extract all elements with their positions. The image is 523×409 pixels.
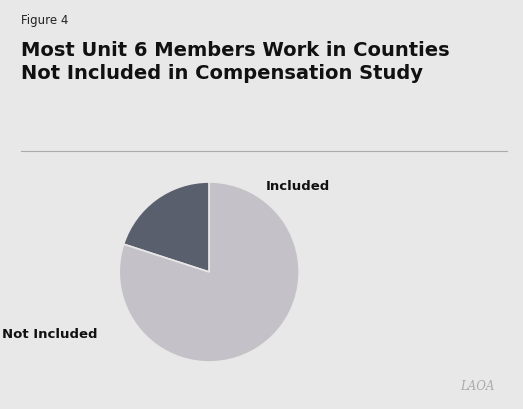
Text: Included: Included — [266, 180, 329, 193]
Text: LAOA: LAOA — [460, 380, 494, 393]
Text: Most Unit 6 Members Work in Counties
Not Included in Compensation Study: Most Unit 6 Members Work in Counties Not… — [21, 41, 450, 83]
Text: Not Included: Not Included — [2, 328, 98, 342]
Wedge shape — [119, 182, 299, 362]
Wedge shape — [123, 182, 209, 272]
Text: Figure 4: Figure 4 — [21, 14, 69, 27]
